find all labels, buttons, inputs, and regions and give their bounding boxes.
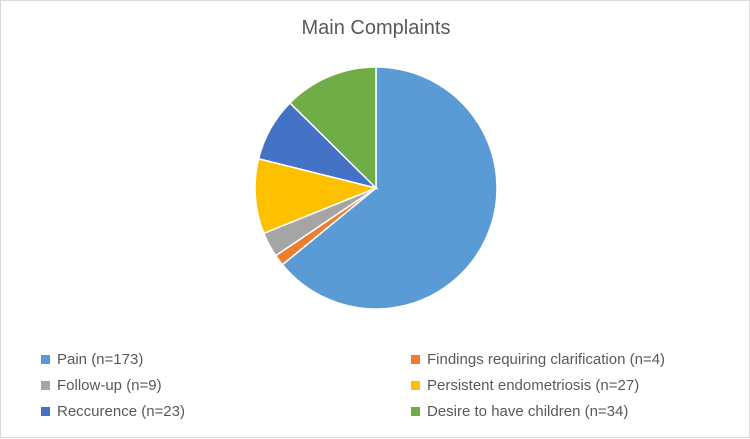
- legend-label: Findings requiring clarification (n=4): [427, 350, 666, 368]
- legend-swatch: [411, 406, 420, 416]
- legend-label: Persistent endometriosis (n=27): [427, 376, 640, 394]
- legend-swatch: [41, 406, 50, 416]
- pie-slice: [281, 66, 498, 310]
- chart-title: Main Complaints: [301, 17, 451, 39]
- legend-label: Follow-up (n=9): [57, 376, 162, 394]
- legend-label: Pain (n=173): [57, 350, 144, 368]
- legend-item: Follow-up (n=9): [41, 375, 162, 395]
- pie-slice: [288, 66, 377, 190]
- legend-swatch: [41, 380, 50, 390]
- legend-item: Desire to have children (n=34): [411, 401, 628, 421]
- legend-label: Reccurence (n=23): [57, 402, 185, 420]
- pie-slice: [254, 157, 379, 235]
- legend-item: Persistent endometriosis (n=27): [411, 375, 639, 395]
- legend-label: Desire to have children (n=34): [427, 402, 629, 420]
- legend-item: Pain (n=173): [41, 349, 143, 369]
- legend-item: Findings requiring clarification (n=4): [411, 349, 665, 369]
- legend-swatch: [411, 380, 420, 390]
- legend-item: Reccurence (n=23): [41, 401, 185, 421]
- legend-swatch: [41, 354, 50, 364]
- legend-swatch: [411, 354, 420, 364]
